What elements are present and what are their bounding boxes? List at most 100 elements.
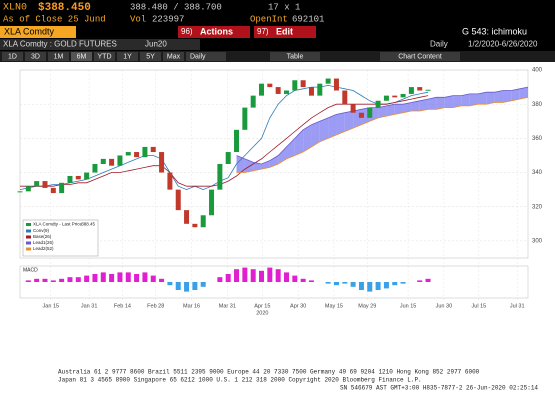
candle <box>184 210 190 224</box>
macd-bar <box>192 282 198 290</box>
period-dropdown[interactable] <box>186 52 226 61</box>
x-tick-label: Jan 15 <box>43 303 60 309</box>
macd-bar <box>59 278 65 282</box>
candle <box>358 112 364 118</box>
x-tick-label: May 15 <box>325 303 343 309</box>
candle <box>75 175 81 180</box>
candle <box>267 83 273 88</box>
macd-bar <box>367 282 373 292</box>
macd-bar <box>325 282 331 284</box>
candle <box>192 223 198 228</box>
range-button[interactable] <box>25 52 46 61</box>
macd-bar <box>392 282 398 286</box>
candle <box>342 90 348 105</box>
candle <box>50 187 56 194</box>
macd-bar <box>159 278 165 282</box>
actions-button[interactable] <box>178 26 250 38</box>
range-button-label: 1Y <box>123 53 132 60</box>
macd-bar <box>234 269 240 282</box>
range-button[interactable] <box>94 52 115 61</box>
candle <box>250 95 256 108</box>
cloud-segment <box>344 111 354 132</box>
macd-bar <box>100 272 106 282</box>
ticker: XLN0 <box>3 3 27 14</box>
candle <box>317 83 323 96</box>
x-tick-label: Jun 30 <box>436 303 453 309</box>
range-button[interactable] <box>117 52 138 61</box>
content-button[interactable] <box>380 52 460 61</box>
candle <box>209 189 215 216</box>
security: XLA Comdty <box>4 26 55 36</box>
macd-bar <box>350 282 356 287</box>
x-tick-label: Apr 15 <box>254 303 270 309</box>
vol-label: Vol <box>130 14 146 24</box>
candle <box>59 182 65 194</box>
candle <box>217 164 223 190</box>
candle <box>400 93 406 98</box>
indicator-line <box>236 96 529 173</box>
cloud-segment <box>319 117 329 142</box>
candle <box>259 83 265 96</box>
range-button[interactable] <box>163 52 184 61</box>
period: Daily <box>430 40 448 49</box>
legend-label: Lead2(52) <box>33 246 54 251</box>
legend-label: Lead1(26) <box>33 240 54 245</box>
x-tick-label: Jan 31 <box>81 303 98 309</box>
y-tick-label: 300 <box>532 238 543 244</box>
macd-bar <box>250 269 256 282</box>
table-button[interactable] <box>270 52 320 61</box>
macd-bar <box>375 282 381 290</box>
range-button-label: 5Y <box>146 53 155 60</box>
range-button[interactable] <box>48 52 69 61</box>
x-tick-label: May 29 <box>358 303 376 309</box>
cloud-segment <box>261 160 270 170</box>
range-button[interactable] <box>71 52 92 61</box>
as-of: As of Close 25 Jund <box>3 14 106 24</box>
macd-title: MACD <box>23 267 38 273</box>
macd-bar <box>142 272 148 282</box>
macd-bar <box>42 278 48 282</box>
macd-bar <box>333 282 339 286</box>
cloud-segment <box>303 124 312 153</box>
legend-swatch <box>26 235 31 239</box>
macd-bar <box>67 277 73 282</box>
macd-bar <box>84 275 90 282</box>
cloud-segment <box>419 99 429 112</box>
cloud-segment <box>253 162 262 171</box>
macd-bar <box>167 282 173 286</box>
contract: Jun20 <box>145 40 167 49</box>
cloud-segment <box>511 88 520 101</box>
macd-frame <box>19 265 529 299</box>
security-box[interactable] <box>0 26 76 38</box>
cloud-segment <box>394 104 404 115</box>
x-tick-label: Apr 30 <box>290 303 306 309</box>
macd-bar <box>259 270 265 282</box>
legend-box <box>22 219 99 257</box>
macd-bar <box>383 282 389 289</box>
range-button[interactable] <box>140 52 161 61</box>
oi: 692101 <box>292 14 324 24</box>
macd-bar <box>275 269 281 282</box>
macd-bar <box>225 274 231 282</box>
candle <box>167 172 173 190</box>
x-tick-label: Feb 14 <box>114 303 131 309</box>
table-button-label: Table <box>287 53 304 60</box>
x-tick-label: Jun 15 <box>400 303 417 309</box>
candle <box>92 164 98 173</box>
macd-bar <box>92 274 98 282</box>
x-tick-label: Mar 31 <box>219 303 236 309</box>
macd-bar <box>50 280 56 282</box>
candle <box>283 90 289 94</box>
macd-bar <box>358 282 364 290</box>
macd-bar <box>200 282 206 287</box>
legend-label: Conv(9) <box>33 228 50 233</box>
range-button-label: 6M <box>77 53 87 60</box>
range-button[interactable] <box>2 52 23 61</box>
macd-bar <box>300 278 306 282</box>
edit-button[interactable] <box>254 26 316 38</box>
candle <box>159 152 165 173</box>
candle <box>325 78 331 84</box>
legend-swatch <box>26 229 31 233</box>
macd-bar <box>125 272 131 282</box>
